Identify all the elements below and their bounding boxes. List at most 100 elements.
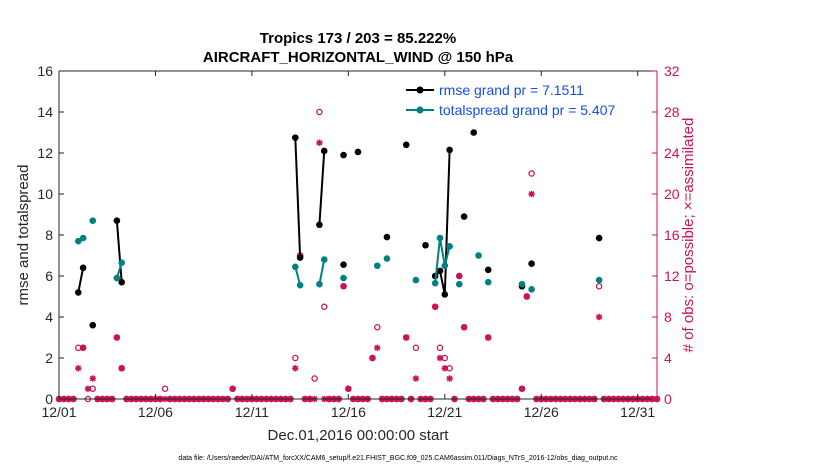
obs-assimilated-stroke (89, 375, 96, 382)
obs-assimilated-stroke (80, 344, 87, 351)
obs-assimilated-stroke (229, 385, 236, 392)
rmse-point (595, 234, 603, 242)
obs-assimilated-stroke (441, 365, 448, 372)
y-tick-label-left: 12 (37, 145, 53, 161)
obs-assimilated-point (113, 334, 121, 341)
obs-assimilated-point (431, 303, 439, 310)
y-tick-label-left: 10 (37, 186, 53, 202)
y-tick-label-right: 4 (664, 350, 672, 366)
y-tick-label-right: 16 (664, 227, 680, 243)
y-tick-label-right: 8 (664, 309, 672, 325)
rmse-point (436, 267, 444, 275)
rmse-point (113, 217, 121, 224)
chart-title: Tropics 173 / 203 = 85.222% (260, 30, 456, 47)
axes (58, 70, 658, 400)
x-tick-label: 12/26 (524, 404, 559, 420)
totalspread-line (318, 259, 326, 285)
totalspread-point (74, 237, 82, 245)
totalspread-point (320, 256, 328, 263)
totalspread-point (292, 263, 299, 271)
rmse-point (484, 266, 492, 274)
legend-spread-label: totalspread grand pr = 5.407 (439, 102, 616, 118)
obs-assimilated-stroke (519, 385, 525, 392)
obs-assimilated-point (456, 272, 463, 280)
obs-possible-point (436, 344, 444, 351)
y-axis-label-left: rmse and totalspread (15, 165, 32, 306)
obs-assimilated-stroke (113, 334, 120, 341)
rmse-point (316, 221, 323, 229)
y-tick-label-left: 2 (45, 350, 53, 366)
totalspread-point (383, 255, 391, 262)
rmse-line (318, 150, 326, 225)
rmse-point (446, 146, 453, 154)
obs-assimilated-point (518, 385, 526, 392)
rmse-point (340, 151, 347, 159)
obs-assimilated-point (403, 334, 410, 341)
obs-assimilated-point (345, 385, 352, 392)
rmse-point (340, 261, 347, 269)
obs-assimilated-stroke (85, 385, 91, 392)
obs-assimilated-point (460, 324, 468, 331)
obs-possible-point (528, 170, 535, 177)
y-tick-label-left: 6 (45, 268, 53, 284)
rmse-line (115, 220, 123, 283)
totalspread-point (475, 252, 482, 259)
rmse-line (294, 137, 302, 258)
obs-assimilated-point (229, 385, 236, 392)
x-tick-label: 12/16 (331, 404, 366, 420)
totalspread-point (518, 280, 526, 288)
obs-assimilated-point (340, 283, 347, 290)
totalspread-point (118, 259, 125, 266)
obs-assimilated-point (446, 375, 453, 382)
rmse-point (74, 289, 82, 296)
totalspread-point (316, 280, 323, 288)
chart-subtitle: AIRCRAFT_HORIZONTAL_WIND @ 150 hPa (203, 49, 514, 66)
y-tick-label-right: 32 (664, 63, 680, 79)
legend-rmse-marker (416, 86, 424, 94)
obs-assimilated-stroke (461, 324, 468, 331)
totalspread-point (431, 279, 439, 287)
legend: rmse grand pr = 7.1511 totalspread grand… (406, 82, 616, 118)
rmse-point (354, 148, 362, 156)
y-tick-label-right: 12 (664, 268, 680, 284)
obs-assimilated-point (89, 375, 96, 382)
obs-assimilated-stroke (432, 303, 439, 310)
totalspread-point (412, 276, 420, 284)
obs-assimilated-stroke (596, 314, 603, 320)
rmse-point (292, 134, 299, 141)
obs-possible-point (595, 282, 603, 290)
obs-assimilated-stroke (485, 334, 492, 341)
totalspread-point (89, 217, 97, 224)
obs-assimilated-stroke (403, 334, 410, 341)
rmse-point (441, 291, 449, 298)
totalspread-point (296, 281, 304, 289)
obs-assimilated-stroke (292, 365, 299, 372)
y-tick-labels-left: 0 2 4 6 8 10 12 14 16 (37, 63, 53, 407)
obs-assimilated-stroke (446, 375, 453, 382)
y-tick-label-left: 14 (37, 104, 53, 120)
totalspread-point (484, 278, 492, 286)
totalspread-point (595, 276, 603, 284)
x-axis-label: Dec.01,2016 00:00:00 start (268, 427, 450, 444)
obs-possible-point (311, 375, 318, 382)
obs-possible-point (320, 303, 328, 310)
obs-assimilated-stroke (523, 293, 530, 300)
plot-background (59, 71, 657, 399)
plot-area (59, 71, 657, 399)
obs-assimilated-stroke (316, 139, 323, 146)
legend-rmse-label: rmse grand pr = 7.1511 (439, 82, 584, 98)
obs-assimilated-point (374, 344, 381, 351)
y-tick-label-right: 24 (664, 145, 680, 161)
obs-assimilated-point (84, 385, 92, 392)
y-tick-label-left: 4 (45, 309, 53, 325)
obs-assimilated-stroke (345, 385, 352, 392)
y-tick-label-left: 8 (45, 227, 53, 243)
totalspread-line (434, 237, 451, 284)
obs-assimilated-point (523, 293, 530, 300)
y-tick-labels-right: 0 4 8 12 16 20 24 28 32 (664, 63, 680, 407)
y-tick-label-right: 28 (664, 104, 680, 120)
obs-assimilated-point (441, 365, 449, 372)
x-tick-label: 12/11 (235, 404, 269, 420)
totalspread-point (446, 242, 453, 250)
